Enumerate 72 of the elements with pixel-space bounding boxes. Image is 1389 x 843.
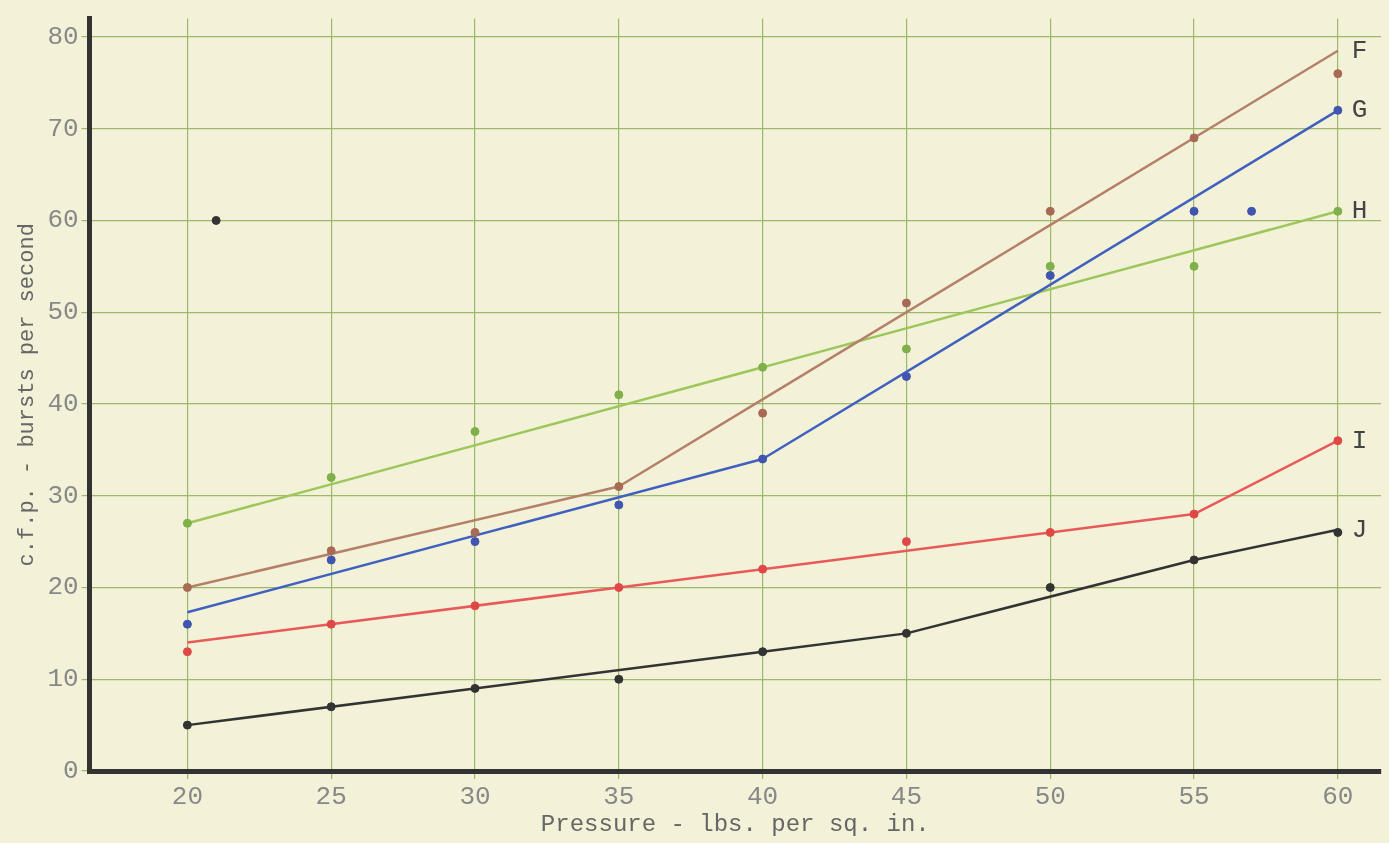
point xyxy=(901,298,911,308)
x-tick-label: 40 xyxy=(747,782,779,813)
point xyxy=(758,647,768,657)
point xyxy=(182,720,192,730)
x-tick-label: 25 xyxy=(315,782,347,813)
point xyxy=(470,427,480,436)
x-tick-label: 60 xyxy=(1322,782,1354,813)
point xyxy=(326,619,336,629)
point xyxy=(1189,206,1199,216)
x-tick-label: 30 xyxy=(459,782,491,813)
point xyxy=(470,683,480,693)
point xyxy=(1333,436,1343,446)
y-tick-label: 40 xyxy=(47,388,79,419)
point xyxy=(1189,509,1199,519)
point xyxy=(901,537,911,547)
point xyxy=(1045,582,1055,592)
y-axis-title: c.f.p. - bursts per second xyxy=(15,223,41,567)
x-tick-label: 35 xyxy=(603,782,635,813)
point xyxy=(470,601,480,611)
x-tick-label: 45 xyxy=(890,782,923,813)
point xyxy=(614,482,624,492)
point xyxy=(326,546,336,556)
y-tick-label: 60 xyxy=(47,205,79,236)
point xyxy=(326,555,336,565)
point xyxy=(1333,527,1343,537)
x-tick-label: 20 xyxy=(171,782,203,813)
y-tick-label: 0 xyxy=(63,755,79,786)
x-tick-label: 55 xyxy=(1178,782,1210,813)
x-axis-title: Pressure - lbs. per sq. in. xyxy=(540,810,930,838)
x-tick-label: 50 xyxy=(1034,782,1066,813)
point xyxy=(758,408,768,418)
y-tick-label: 30 xyxy=(47,480,79,511)
point xyxy=(1045,261,1055,271)
series-label: H xyxy=(1351,196,1368,227)
y-tick-label: 20 xyxy=(47,572,79,603)
point xyxy=(1333,206,1343,216)
point xyxy=(1045,271,1055,281)
point xyxy=(1189,133,1199,143)
point xyxy=(614,674,624,684)
point xyxy=(211,215,221,225)
point xyxy=(614,582,624,592)
point xyxy=(1045,206,1055,216)
point xyxy=(901,371,911,381)
point xyxy=(1189,555,1199,565)
point xyxy=(1045,527,1055,537)
point xyxy=(758,564,768,574)
point xyxy=(1189,261,1199,271)
point xyxy=(182,619,192,629)
point xyxy=(326,702,336,712)
point xyxy=(182,647,192,657)
point xyxy=(901,628,911,638)
y-tick-label: 10 xyxy=(47,664,79,695)
point xyxy=(1333,69,1343,79)
point xyxy=(758,362,768,372)
y-tick-label: 80 xyxy=(47,21,79,52)
point xyxy=(470,527,480,537)
point xyxy=(1247,206,1257,216)
series-label: F xyxy=(1351,35,1368,66)
point xyxy=(758,454,768,464)
point xyxy=(182,582,192,592)
point xyxy=(470,537,480,547)
y-tick-label: 50 xyxy=(47,297,79,328)
point xyxy=(326,472,336,482)
series-label: I xyxy=(1351,425,1368,456)
point xyxy=(614,390,624,400)
point xyxy=(614,500,624,510)
series-label: J xyxy=(1351,514,1368,545)
y-tick-label: 70 xyxy=(47,113,79,144)
point xyxy=(1333,105,1343,115)
series-label: G xyxy=(1351,95,1368,126)
point xyxy=(901,344,911,354)
point xyxy=(182,518,192,528)
